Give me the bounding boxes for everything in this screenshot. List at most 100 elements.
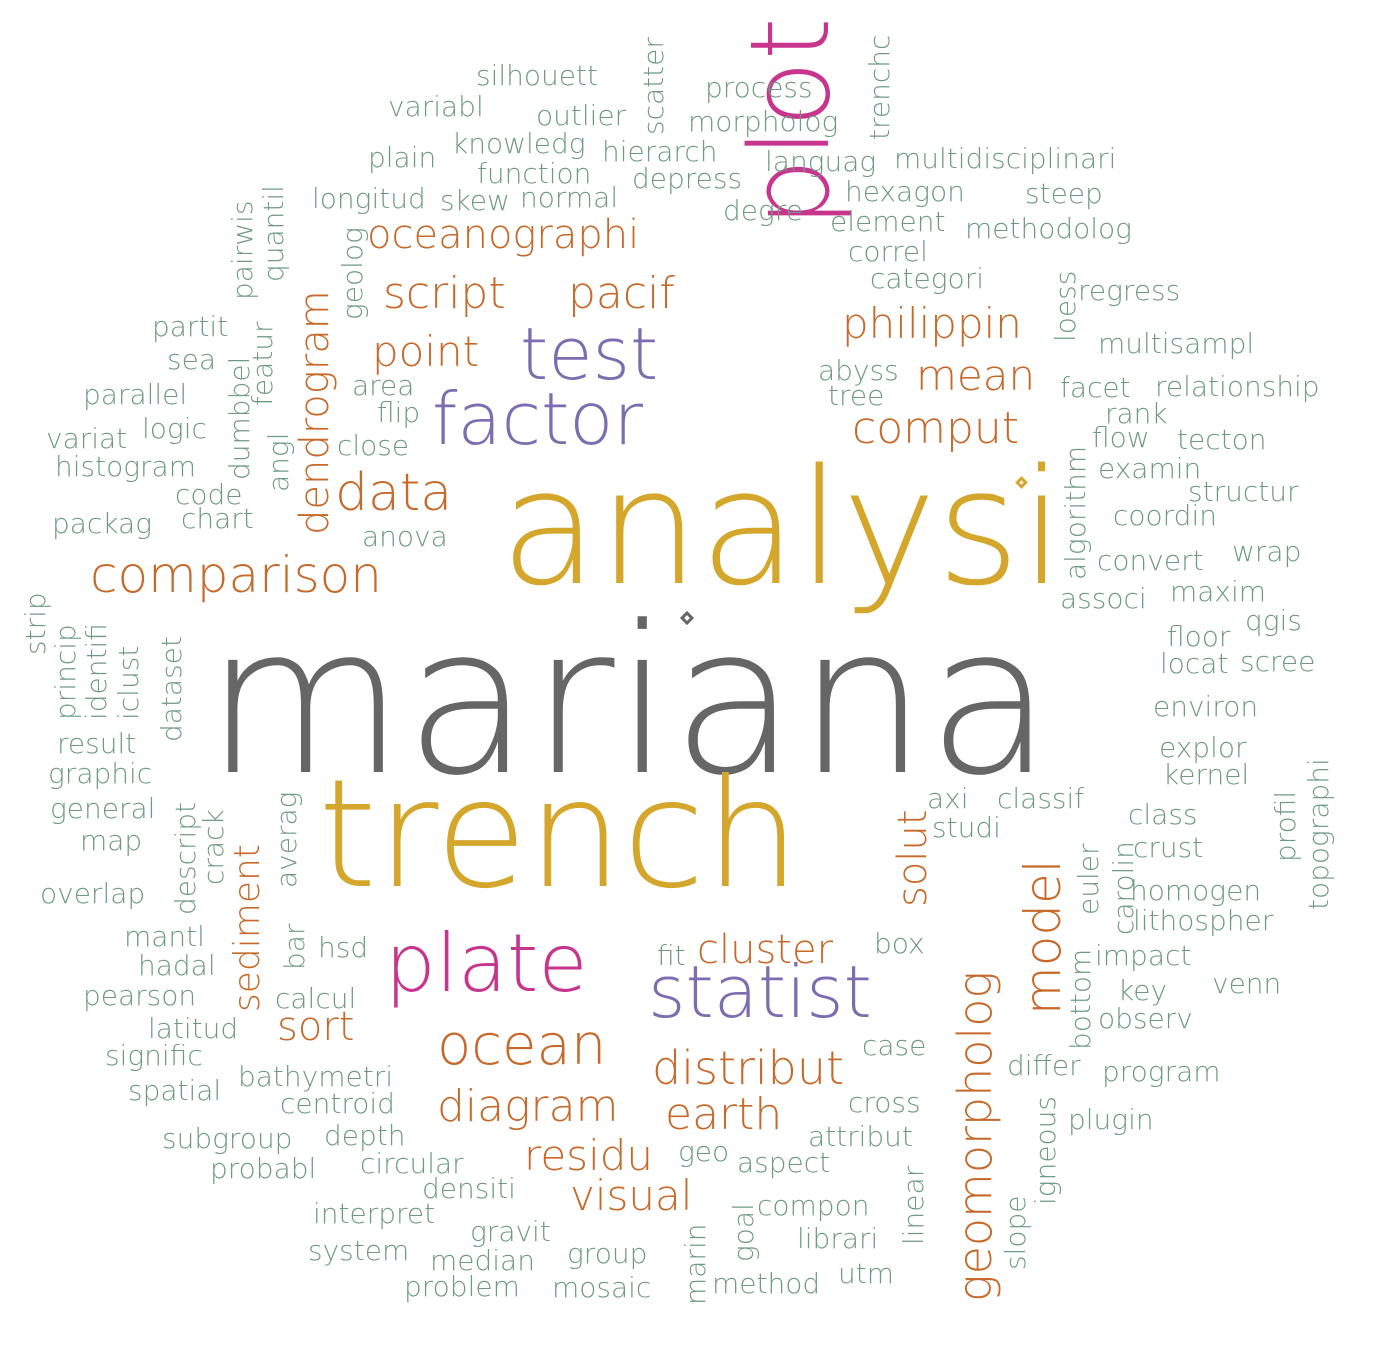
word-iclust: iclust bbox=[112, 645, 145, 720]
word-scatter: scatter bbox=[637, 37, 670, 135]
word-homogen: homogen bbox=[1130, 874, 1262, 907]
word-dendrogram: dendrogram bbox=[292, 290, 338, 535]
word-axi: axi bbox=[927, 782, 969, 815]
word-cluster: cluster bbox=[697, 927, 834, 973]
word-key: key bbox=[1118, 974, 1168, 1007]
word-rank: rank bbox=[1105, 397, 1168, 430]
word-knowledg: knowledg bbox=[452, 127, 586, 160]
word-outlier: outlier bbox=[536, 99, 627, 132]
word-morpholog: morpholog bbox=[688, 105, 839, 138]
word-tree: tree bbox=[828, 379, 885, 412]
word-latitud: latitud bbox=[148, 1012, 239, 1045]
word-overlap: overlap bbox=[40, 877, 146, 910]
word-map: map bbox=[80, 824, 143, 857]
word-flow: flow bbox=[1092, 421, 1150, 454]
word-impact: impact bbox=[1095, 939, 1192, 972]
word-coordin: coordin bbox=[1113, 499, 1217, 532]
word-analysi: analysi bbox=[500, 434, 1065, 621]
word-silhouett: silhouett bbox=[476, 59, 598, 92]
word-pacif: pacif bbox=[568, 268, 675, 319]
word-descript: descript bbox=[169, 801, 202, 915]
word-identifi: identifi bbox=[80, 623, 113, 720]
word-hexagon: hexagon bbox=[845, 175, 965, 208]
word-crack: crack bbox=[197, 809, 230, 885]
word-loess: loess bbox=[1049, 270, 1082, 342]
word-bar: bar bbox=[278, 923, 311, 970]
word-studi: studi bbox=[932, 811, 1001, 844]
word-igneous: igneous bbox=[1029, 1095, 1062, 1205]
word-result: result bbox=[57, 727, 137, 760]
word-algorithm: algorithm bbox=[1059, 445, 1092, 580]
word-data: data bbox=[335, 463, 453, 523]
word-circular: circular bbox=[360, 1147, 464, 1180]
word-box: box bbox=[874, 927, 925, 960]
word-problem: problem bbox=[404, 1270, 520, 1303]
word-depth: depth bbox=[324, 1119, 406, 1152]
word-steep: steep bbox=[1025, 177, 1103, 210]
word-mean: mean bbox=[916, 351, 1036, 400]
word-plugin: plugin bbox=[1068, 1103, 1154, 1136]
word-depress: depress bbox=[632, 162, 743, 195]
word-fit: fit bbox=[657, 939, 686, 972]
word-angl: angl bbox=[262, 432, 295, 493]
word-hadal: hadal bbox=[138, 949, 216, 982]
word-convert: convert bbox=[1097, 544, 1204, 577]
word-bathymetri: bathymetri bbox=[238, 1060, 393, 1093]
word-aspect: aspect bbox=[737, 1146, 831, 1179]
word-geo: geo bbox=[678, 1135, 730, 1168]
word-venn: venn bbox=[1212, 967, 1282, 1000]
word-longitud: longitud bbox=[312, 182, 426, 215]
word-facet: facet bbox=[1060, 371, 1131, 404]
word-centroid: centroid bbox=[280, 1087, 395, 1120]
word-gravit: gravit bbox=[470, 1215, 551, 1248]
word-dumbbel: dumbbel bbox=[223, 356, 256, 480]
word-observ: observ bbox=[1098, 1002, 1193, 1035]
word-crust: crust bbox=[1133, 831, 1204, 864]
word-case: case bbox=[862, 1029, 927, 1062]
word-oceanographi: oceanographi bbox=[367, 212, 640, 258]
word-multisampl: multisampl bbox=[1098, 327, 1255, 360]
word-compon: compon bbox=[757, 1189, 870, 1222]
word-point: point bbox=[372, 327, 480, 376]
word-topographi: topographi bbox=[1302, 758, 1335, 910]
word-chart: chart bbox=[181, 502, 254, 535]
word-linear: linear bbox=[897, 1165, 930, 1245]
word-ocean: ocean bbox=[437, 1013, 607, 1078]
word-skew: skew bbox=[440, 184, 510, 217]
word-kernel: kernel bbox=[1163, 758, 1250, 791]
word-close: close bbox=[337, 429, 410, 462]
word-strip: strip bbox=[19, 592, 52, 655]
word-model: model bbox=[1014, 859, 1072, 1015]
word-bottom: bottom bbox=[1064, 948, 1097, 1050]
word-script: script bbox=[383, 268, 506, 319]
word-correl: correl bbox=[848, 235, 928, 268]
word-class: class bbox=[1128, 798, 1198, 831]
word-mosaic: mosaic bbox=[552, 1271, 652, 1304]
word-floor: floor bbox=[1167, 620, 1231, 653]
word-regress: regress bbox=[1078, 274, 1181, 307]
word-qgis: qgis bbox=[1245, 604, 1302, 637]
word-plain: plain bbox=[368, 141, 437, 174]
word-normal: normal bbox=[520, 181, 619, 214]
word-examin: examin bbox=[1098, 452, 1202, 485]
word-hsd: hsd bbox=[318, 931, 369, 964]
word-area: area bbox=[352, 369, 415, 402]
word-group: group bbox=[567, 1237, 648, 1270]
word-wrap: wrap bbox=[1232, 535, 1302, 568]
word-signific: signific bbox=[105, 1039, 203, 1072]
word-differ: differ bbox=[1007, 1049, 1081, 1082]
word-packag: packag bbox=[52, 507, 153, 540]
word-residu: residu bbox=[524, 1131, 654, 1180]
word-multidisciplinari: multidisciplinari bbox=[894, 142, 1117, 175]
word-princip: princip bbox=[49, 624, 82, 720]
word-parallel: parallel bbox=[83, 378, 188, 411]
word-variat: variat bbox=[46, 422, 128, 455]
word-general: general bbox=[50, 792, 156, 825]
word-interpret: interpret bbox=[313, 1197, 436, 1230]
word-pearson: pearson bbox=[83, 979, 197, 1012]
word-lithospher: lithospher bbox=[1133, 904, 1274, 937]
word-dataset: dataset bbox=[155, 636, 188, 742]
word-sea: sea bbox=[167, 343, 216, 376]
word-geolog: geolog bbox=[336, 227, 369, 320]
